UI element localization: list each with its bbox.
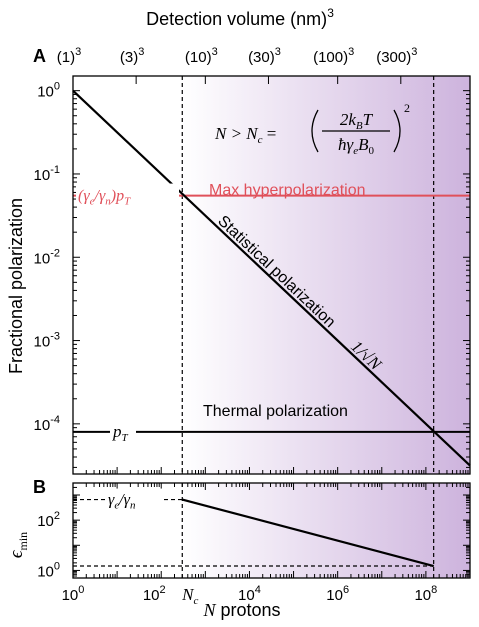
panel-a-label: A bbox=[33, 46, 46, 66]
panel-a-shaded-region bbox=[182, 76, 471, 474]
thermal-value-label: pT bbox=[112, 422, 129, 444]
top-axis-tick-label: (30)3 bbox=[248, 46, 281, 66]
nc-label: Nc bbox=[181, 585, 198, 607]
y-tick-label: 100 bbox=[37, 81, 60, 101]
max-hyperpolarization-label: Max hyperpolarization bbox=[209, 182, 366, 199]
y-tick-label: 10-4 bbox=[34, 414, 60, 434]
formula: N > Nc = 2kBT ħγeB0 2 bbox=[214, 101, 410, 157]
panel-b-ylabel: ϵmin bbox=[6, 532, 30, 558]
top-axis-tick-label: (300)3 bbox=[376, 46, 417, 66]
b-y-tick-label: 100 bbox=[37, 560, 60, 580]
x-axis-title: N protons bbox=[202, 600, 280, 620]
y-tick-label: 10-1 bbox=[34, 164, 60, 184]
top-axis-tick-label: (1)3 bbox=[57, 46, 81, 66]
max-value-label-bg bbox=[76, 183, 179, 206]
formula-power: 2 bbox=[404, 101, 410, 115]
x-tick-label: 106 bbox=[326, 584, 349, 604]
panel-a-frame bbox=[72, 75, 471, 475]
ratio-label-bg bbox=[106, 488, 162, 509]
formula-lhs: N > Nc = bbox=[214, 124, 276, 146]
statistical-polarization-line bbox=[72, 89, 471, 467]
panel-b: 100 102 100 102 104 106 108 Nc γe/γn bbox=[37, 482, 471, 607]
epsilon-min-line bbox=[181, 498, 434, 568]
top-axis-tick-label: (10)3 bbox=[185, 46, 218, 66]
thermal-polarization-label: Thermal polarization bbox=[203, 403, 348, 420]
y-tick-label: 10-3 bbox=[34, 331, 60, 351]
x-tick-label: 104 bbox=[238, 584, 261, 604]
thermal-value-label-bg bbox=[110, 419, 136, 442]
formula-left-paren bbox=[311, 109, 319, 153]
top-axis-tick-label: (3)3 bbox=[120, 46, 144, 66]
max-value-label: (γe/γn)pT bbox=[78, 188, 131, 208]
formula-denominator: ħγeB0 bbox=[338, 135, 374, 157]
panel-b-label: B bbox=[33, 477, 46, 497]
figure-title: Detection volume (nm)3 bbox=[146, 6, 334, 29]
x-tick-label: 108 bbox=[414, 584, 437, 604]
panel-a: (1)3 (3)3 (10)3 (30)3 (100)3 (300)3 100 10-1 10-… bbox=[34, 46, 471, 475]
panel-a-ylabel: Fractional polarization bbox=[6, 198, 26, 374]
ratio-label: γe/γn bbox=[108, 492, 136, 512]
y-tick-label: 10-2 bbox=[34, 247, 60, 267]
b-y-tick-label: 102 bbox=[37, 510, 60, 530]
x-tick-label: 100 bbox=[62, 584, 85, 604]
formula-numerator: 2kBT bbox=[340, 110, 374, 132]
formula-right-paren bbox=[393, 109, 401, 153]
top-axis-tick-label: (100)3 bbox=[313, 46, 354, 66]
x-tick-label: 102 bbox=[143, 584, 166, 604]
